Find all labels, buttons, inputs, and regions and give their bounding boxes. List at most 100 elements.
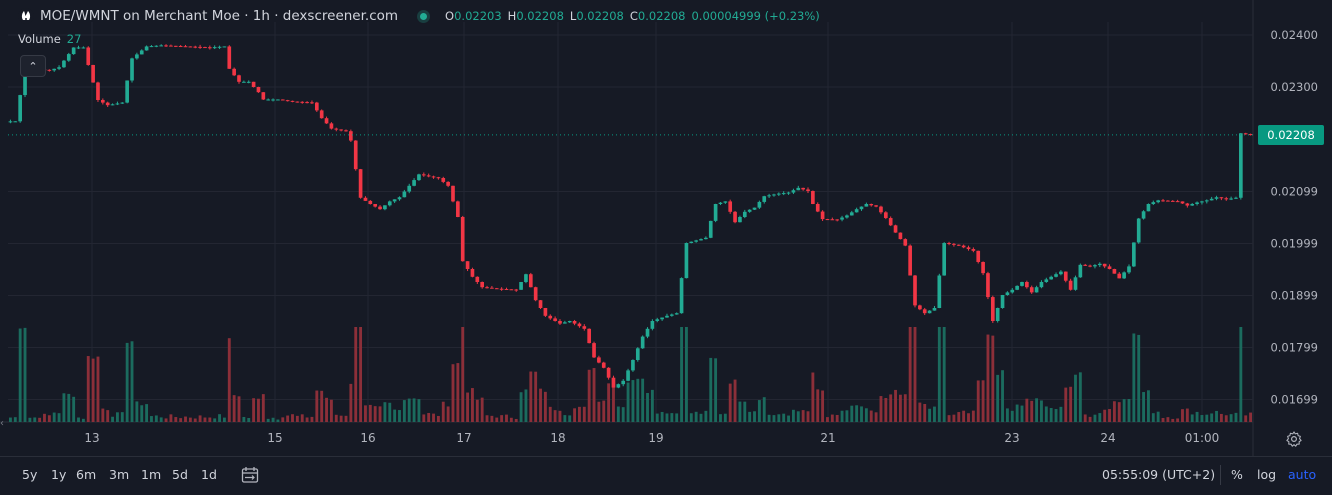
volume-bar: [1181, 409, 1184, 422]
volume-label: Volume: [18, 32, 61, 46]
candle-body: [704, 237, 708, 240]
volume-bar: [991, 335, 995, 422]
volume-bar: [757, 400, 761, 422]
volume-bar: [193, 418, 197, 422]
scroll-left-arrow[interactable]: ‹: [0, 418, 4, 429]
candle-body: [217, 46, 222, 48]
candle-body: [431, 176, 436, 178]
volume-bar: [1044, 406, 1048, 422]
volume-bar: [830, 414, 834, 422]
volume-bar: [412, 398, 416, 422]
volume-bar: [602, 400, 606, 422]
candle-body: [708, 220, 713, 238]
volume-bar: [582, 406, 586, 422]
candlestick-chart[interactable]: 0.02400 0.02300 0.02099 0.01999 0.01899 0.017…: [0, 0, 1332, 456]
candle-body: [815, 204, 820, 212]
volume-bar: [689, 413, 693, 422]
volume-bar: [111, 416, 114, 422]
volume-bar: [884, 397, 888, 422]
volume-bar: [743, 401, 747, 422]
candle-body: [1141, 211, 1146, 219]
candle-body: [115, 103, 120, 105]
candle-body: [927, 310, 932, 314]
volume-bar: [665, 413, 669, 422]
volume-bar: [670, 413, 674, 422]
gear-icon[interactable]: [1285, 430, 1303, 448]
volume-bar: [13, 417, 17, 422]
volume-bar: [18, 328, 22, 422]
timeframe-1y[interactable]: 1y: [51, 467, 67, 482]
candle-body: [898, 232, 903, 240]
timeframe-3m[interactable]: 3m: [109, 467, 130, 482]
volume-bar: [300, 414, 304, 422]
volume-bar: [641, 378, 645, 422]
candle-body: [120, 102, 125, 104]
volume-bar: [908, 327, 912, 422]
volume-bar: [145, 404, 149, 422]
volume-bar: [514, 418, 518, 422]
candle-body: [456, 201, 460, 217]
volume-bar: [568, 415, 572, 422]
timeframe-1d[interactable]: 1d: [201, 467, 217, 482]
log-scale-toggle[interactable]: log: [1257, 467, 1277, 482]
volume-bar: [427, 412, 431, 422]
candle-body: [485, 287, 489, 289]
candle-body: [188, 46, 193, 48]
timeframe-1m[interactable]: 1m: [141, 467, 162, 482]
candle-body: [597, 357, 601, 363]
volume-bar: [1234, 412, 1238, 422]
candle-body: [373, 204, 378, 207]
candle-body: [1195, 202, 1199, 204]
volume-bar: [43, 413, 46, 422]
volume-bar: [62, 393, 66, 422]
candle-body: [436, 177, 441, 179]
volume-bar: [1054, 409, 1058, 422]
candle-body: [1025, 282, 1029, 288]
candle-body: [776, 193, 781, 195]
volume-bar: [1074, 374, 1077, 422]
candle-body: [349, 131, 353, 141]
candle-body: [1185, 203, 1190, 206]
candle-body: [718, 202, 723, 204]
volume-bar: [1224, 415, 1228, 422]
candle-body: [1122, 272, 1126, 279]
candle-body: [1083, 264, 1088, 266]
candle-body: [684, 243, 689, 279]
candle-body: [71, 47, 76, 55]
volume-bar: [840, 410, 844, 422]
percent-scale-toggle[interactable]: %: [1231, 467, 1243, 482]
candle-body: [1054, 274, 1058, 277]
timeframe-6m[interactable]: 6m: [76, 467, 97, 482]
timeframe-5y[interactable]: 5y: [22, 467, 38, 482]
volume-bar: [1176, 418, 1180, 422]
candle-body: [305, 102, 309, 104]
chart-title: MOE/WMNT on Merchant Moe · 1h · dexscree…: [40, 8, 399, 24]
volume-bar: [976, 380, 980, 422]
volume-bar: [684, 327, 688, 422]
volume-bar: [441, 401, 445, 422]
auto-scale-toggle[interactable]: auto: [1288, 467, 1317, 482]
calendar-range-icon[interactable]: [240, 465, 260, 485]
volume-bar: [855, 405, 859, 422]
candle-body: [859, 206, 864, 210]
candle-body: [548, 315, 553, 319]
candle-body: [645, 328, 650, 337]
candle-body: [509, 289, 514, 291]
candle-body: [918, 305, 922, 310]
volume-bar: [864, 408, 868, 422]
candle-body: [699, 239, 703, 241]
collapse-legend-button[interactable]: ⌃: [20, 55, 46, 77]
volume-bar: [135, 401, 139, 422]
volume-bar: [218, 414, 221, 422]
volume-bar: [738, 401, 742, 422]
candle-body: [665, 315, 669, 318]
volume-bar: [480, 397, 484, 422]
volume-bar: [845, 410, 849, 422]
candle-body: [421, 174, 426, 176]
volume-bar: [889, 394, 893, 422]
candle-body: [752, 207, 757, 210]
volume-bar: [543, 391, 547, 422]
volume-bar: [1244, 415, 1248, 422]
timeframe-5d[interactable]: 5d: [172, 467, 188, 482]
volume-bar: [203, 417, 207, 422]
